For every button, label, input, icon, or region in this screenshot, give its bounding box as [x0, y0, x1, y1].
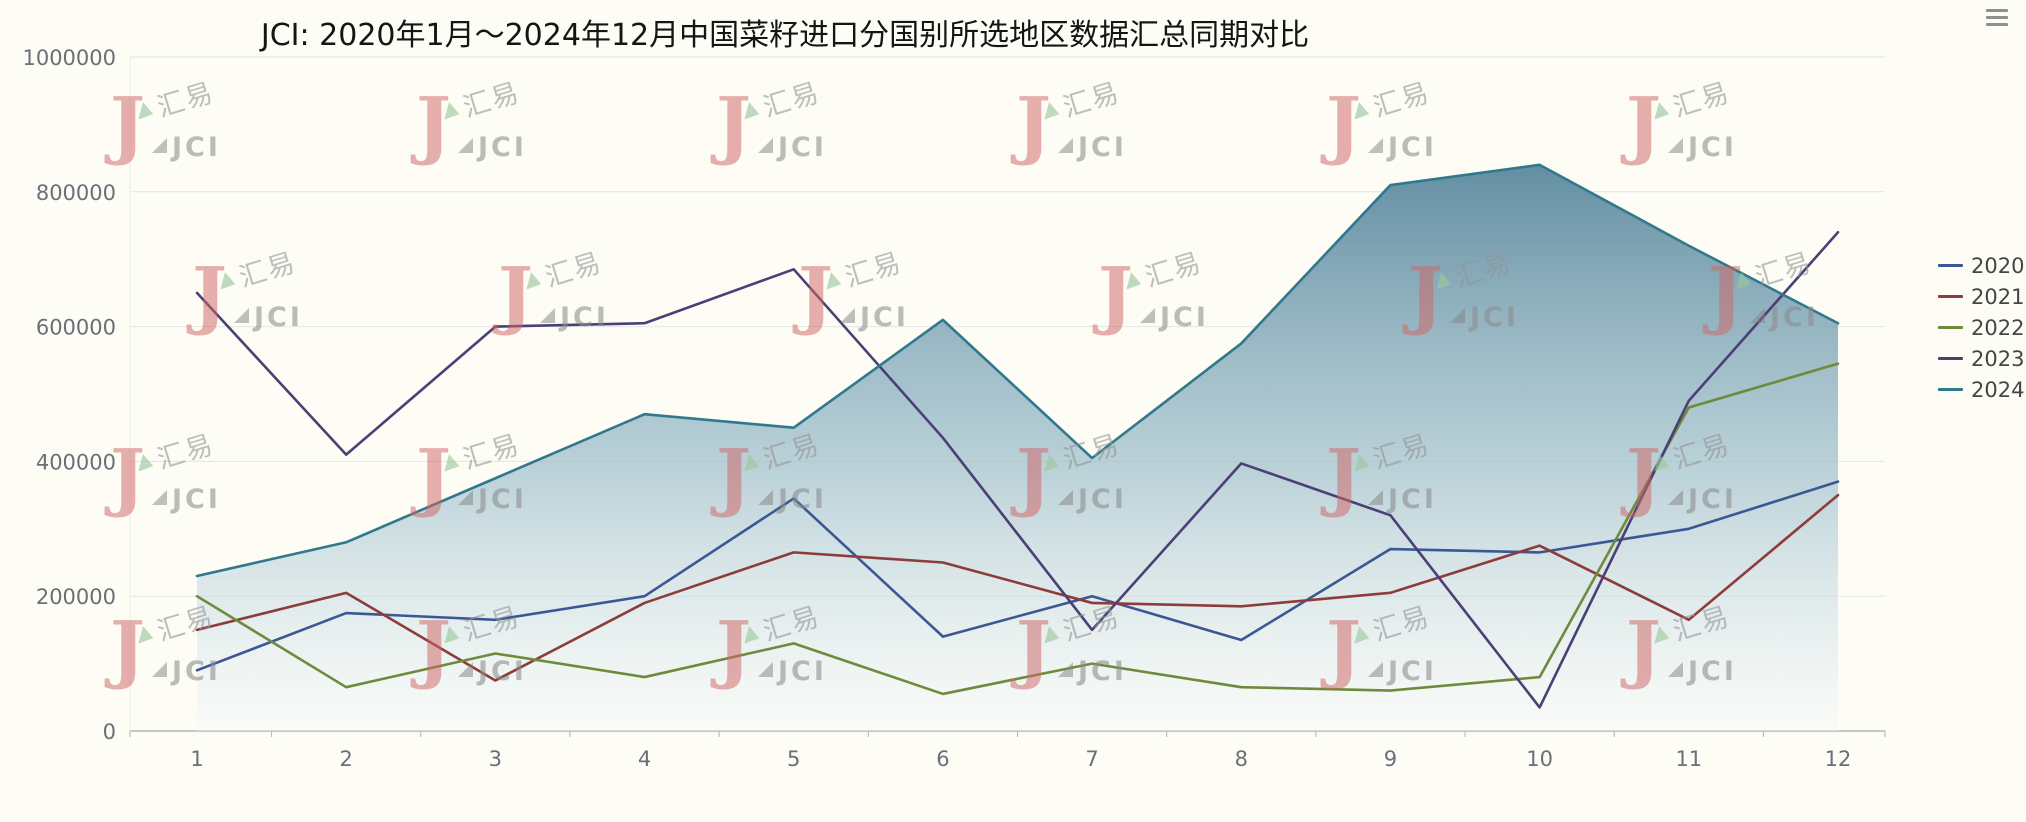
- hamburger-bar: [1986, 23, 2008, 26]
- legend-label: 2023: [1971, 346, 2025, 371]
- x-axis-label: 12: [1825, 747, 1852, 771]
- hamburger-menu-icon[interactable]: [1986, 9, 2008, 26]
- x-axis-label: 11: [1675, 747, 1702, 771]
- series-line-2022[interactable]: [195, 362, 1840, 696]
- legend-label: 2022: [1971, 315, 2025, 340]
- x-axis-label: 10: [1526, 747, 1553, 771]
- legend-item-2024[interactable]: 2024: [1938, 374, 2024, 405]
- x-axis-label: 1: [190, 747, 203, 771]
- hamburger-bar: [1986, 16, 2008, 19]
- x-axis-label: 9: [1384, 747, 1397, 771]
- x-axis-label: 5: [787, 747, 800, 771]
- legend-item-2022[interactable]: 2022: [1938, 312, 2024, 343]
- legend-line-marker: [1938, 388, 1963, 391]
- y-axis-label: 800000: [36, 181, 116, 205]
- legend-label: 2021: [1971, 284, 2025, 309]
- x-axis-label: 3: [489, 747, 502, 771]
- x-axis-label: 8: [1235, 747, 1248, 771]
- x-axis-label: 6: [936, 747, 949, 771]
- x-axis-label: 2: [339, 747, 352, 771]
- x-axis-label: 7: [1085, 747, 1098, 771]
- series-line-2020[interactable]: [195, 480, 1840, 672]
- y-axis-label: 600000: [36, 316, 116, 340]
- chart-title: JCI: 2020年1月～2024年12月中国菜籽进口分国别所选地区数据汇总同期…: [260, 18, 1310, 53]
- legend-label: 2024: [1971, 377, 2025, 402]
- legend-item-2023[interactable]: 2023: [1938, 343, 2024, 374]
- x-axis-label: 4: [638, 747, 651, 771]
- y-axis-label: 1000000: [22, 46, 116, 70]
- y-axis-label: 0: [103, 720, 116, 744]
- legend-line-marker: [1938, 326, 1963, 329]
- series-area-2024: [197, 164, 1838, 732]
- legend-line-marker: [1938, 264, 1963, 267]
- legend-line-marker: [1938, 295, 1963, 298]
- legend-item-2021[interactable]: 2021: [1938, 281, 2024, 312]
- chart-legend: 2020 2021 2022 2023 2024: [1938, 250, 2024, 405]
- legend-item-2020[interactable]: 2020: [1938, 250, 2024, 281]
- series-line-2023[interactable]: [195, 230, 1840, 709]
- hamburger-bar: [1986, 9, 2008, 12]
- legend-label: 2020: [1971, 253, 2025, 278]
- y-axis-label: 400000: [36, 450, 116, 474]
- series-line-2024[interactable]: [195, 163, 1840, 578]
- y-axis-label: 200000: [36, 585, 116, 609]
- legend-line-marker: [1938, 357, 1963, 360]
